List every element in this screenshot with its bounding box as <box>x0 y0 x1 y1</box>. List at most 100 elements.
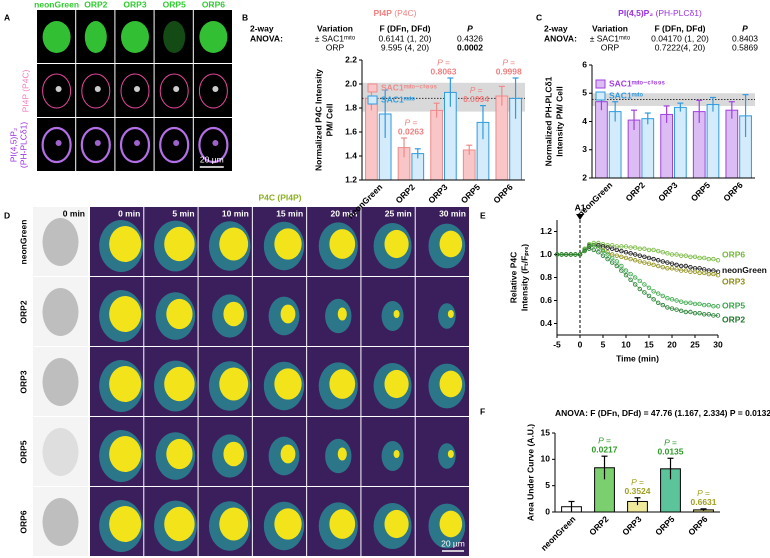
x-tick-label: neonGreen <box>539 514 578 553</box>
x-axis-label: Time (min) <box>616 353 659 363</box>
data-point <box>711 313 716 318</box>
y-tick-label: 6 <box>582 59 587 69</box>
data-point <box>665 266 670 271</box>
cell-membrane <box>120 73 150 109</box>
data-point <box>688 269 693 274</box>
data-point <box>619 244 624 249</box>
data-point <box>596 243 601 248</box>
data-point <box>637 253 642 258</box>
title-main: PI4P <box>373 8 392 18</box>
viridis-signal <box>166 298 193 330</box>
data-point <box>642 254 647 259</box>
data-point <box>596 240 601 246</box>
viridis-signal <box>219 227 249 261</box>
data-point <box>711 304 716 309</box>
column-label: ORP5 <box>163 0 186 9</box>
data-point <box>651 256 656 262</box>
viridis-signal <box>109 226 142 262</box>
bar <box>365 97 378 181</box>
series-label: ORP3 <box>722 276 745 286</box>
x-tick-label: ORP3 <box>656 180 680 204</box>
viridis-signal <box>164 226 195 262</box>
p-value: 0.6631 <box>691 497 717 507</box>
data-point <box>715 304 721 309</box>
stats-label: ANOVA: <box>544 33 577 43</box>
data-point <box>633 245 638 250</box>
data-point <box>651 289 656 294</box>
viridis-signal <box>329 229 356 259</box>
x-tick-label: ORP2 <box>587 514 611 538</box>
y-tick-label: 15 <box>541 427 551 437</box>
p-value: 0.9998 <box>496 66 522 76</box>
viridis-signal <box>274 508 302 540</box>
column-label: ORP6 <box>202 0 225 9</box>
x-tick-label: ORP3 <box>426 182 450 206</box>
x-tick-label: ORP3 <box>620 514 644 538</box>
legend-swatch <box>595 91 606 101</box>
row-label: PI(4,5)P₂ <box>8 128 18 162</box>
cell-membrane <box>159 126 190 164</box>
stats-cell: 0.7222(4, 20) <box>655 42 706 52</box>
time-label: 25 min <box>385 208 412 218</box>
data-point <box>711 271 716 277</box>
y-tick-label: 2.2 <box>345 54 357 64</box>
data-point <box>669 306 675 311</box>
viridis-signal <box>223 441 244 467</box>
viridis-signal <box>329 369 356 399</box>
x-tick-label: 10 <box>621 339 631 349</box>
data-point <box>623 273 629 278</box>
data-point <box>702 302 707 308</box>
p-label: P = <box>502 57 515 67</box>
data-point <box>679 308 684 314</box>
x-tick-label: ORP2 <box>623 180 647 204</box>
series-line <box>557 248 718 316</box>
panel-letter: F <box>480 406 485 416</box>
viridis-cell <box>438 303 456 329</box>
cell-puncta <box>55 140 62 146</box>
data-point <box>665 305 670 310</box>
data-point <box>564 252 569 257</box>
data-point <box>614 253 619 258</box>
y-tick-label: 2 <box>582 172 587 182</box>
data-point <box>688 300 693 305</box>
x-tick-label: ORP5 <box>653 514 677 538</box>
stats-cell: 0.8403 <box>732 33 758 43</box>
legend-swatch <box>595 79 606 89</box>
stimulus-label: A1 <box>575 202 586 212</box>
data-point <box>669 266 675 271</box>
data-point <box>591 243 596 248</box>
row-label: ORP3 <box>18 370 28 393</box>
data-point <box>642 282 647 287</box>
data-point <box>656 263 661 269</box>
viridis-signal <box>329 509 356 539</box>
legend-label: SAC1ᵐᶦᵗᵒ <box>381 94 416 104</box>
viridis-signal <box>109 296 142 332</box>
y-axis-label: Relative P4C <box>508 252 518 304</box>
data-point <box>633 282 638 287</box>
grayscale-cell <box>42 218 79 266</box>
data-point <box>679 268 684 273</box>
row-label: neonGreen <box>18 220 28 265</box>
data-point <box>623 255 629 261</box>
stats-cell: 0.6141 (1, 20) <box>379 33 432 43</box>
data-point <box>646 261 652 266</box>
cell-membrane <box>159 73 189 109</box>
row-label: (PH-PLCδ1) <box>18 122 28 168</box>
data-point <box>646 285 652 291</box>
panel-letter: D <box>4 210 10 220</box>
stats-header: P <box>742 23 748 33</box>
data-point <box>697 255 702 261</box>
stats-header: P <box>467 23 473 33</box>
cell-puncta <box>212 140 219 146</box>
data-point <box>646 255 652 261</box>
data-point <box>637 286 642 292</box>
y-tick-label: 10 <box>541 454 551 464</box>
y-tick-label: 4 <box>582 116 587 126</box>
data-point <box>702 270 707 276</box>
p-label: P = <box>631 477 644 487</box>
data-point <box>683 309 688 315</box>
data-point <box>665 296 670 301</box>
anova-p: P = 0.0132 <box>730 408 770 418</box>
title-note: (PH-PLCδ1) <box>656 8 702 18</box>
stats-label: 2-way <box>250 23 274 33</box>
